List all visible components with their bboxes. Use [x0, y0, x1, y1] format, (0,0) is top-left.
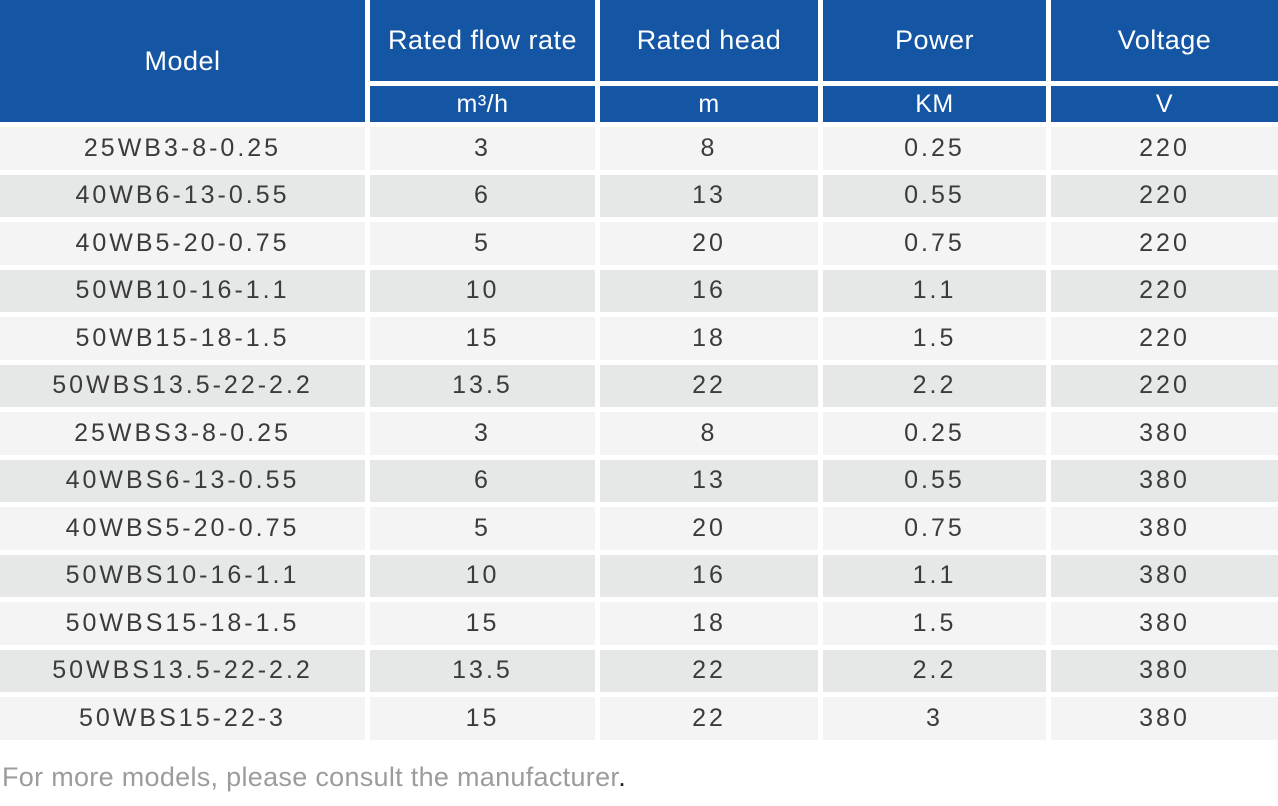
cell-power: 0.75 [823, 507, 1046, 550]
table-row: 40WBS5-20-0.75 5 20 0.75 380 [0, 507, 1278, 550]
table-row: 50WBS10-16-1.1 10 16 1.1 380 [0, 554, 1278, 597]
cell-flow: 15 [370, 602, 595, 645]
table-row: 40WB6-13-0.55 6 13 0.55 220 [0, 174, 1278, 217]
cell-power: 1.1 [823, 269, 1046, 312]
cell-model: 25WBS3-8-0.25 [0, 412, 365, 455]
cell-flow: 10 [370, 269, 595, 312]
pump-spec-table: Model Rated flow rate Rated head Power V… [0, 0, 1278, 740]
unit-voltage: V [1051, 86, 1278, 122]
cell-head: 13 [600, 174, 818, 217]
table-row: 50WBS13.5-22-2.2 13.5 22 2.2 220 [0, 364, 1278, 407]
cell-flow: 15 [370, 317, 595, 360]
cell-model: 50WBS13.5-22-2.2 [0, 649, 365, 692]
cell-model: 40WBS6-13-0.55 [0, 459, 365, 502]
cell-flow: 6 [370, 459, 595, 502]
cell-power: 1.1 [823, 554, 1046, 597]
cell-voltage: 380 [1051, 507, 1278, 550]
cell-power: 1.5 [823, 602, 1046, 645]
cell-flow: 13.5 [370, 364, 595, 407]
table-row: 50WB10-16-1.1 10 16 1.1 220 [0, 269, 1278, 312]
cell-flow: 3 [370, 127, 595, 170]
cell-power: 3 [823, 697, 1046, 740]
table-row: 50WBS13.5-22-2.2 13.5 22 2.2 380 [0, 649, 1278, 692]
cell-model: 25WB3-8-0.25 [0, 127, 365, 170]
footer-note-text: For more models, please consult the manu… [2, 761, 619, 792]
cell-head: 20 [600, 507, 818, 550]
table-header: Model Rated flow rate Rated head Power V… [0, 0, 1278, 122]
cell-power: 0.55 [823, 459, 1046, 502]
cell-flow: 5 [370, 507, 595, 550]
cell-model: 40WB5-20-0.75 [0, 222, 365, 265]
footer-note: For more models, please consult the manu… [0, 762, 1278, 793]
cell-model: 50WB10-16-1.1 [0, 269, 365, 312]
cell-power: 0.75 [823, 222, 1046, 265]
cell-power: 2.2 [823, 364, 1046, 407]
cell-flow: 5 [370, 222, 595, 265]
cell-model: 50WB15-18-1.5 [0, 317, 365, 360]
cell-power: 0.25 [823, 412, 1046, 455]
cell-power: 1.5 [823, 317, 1046, 360]
cell-head: 22 [600, 697, 818, 740]
cell-flow: 15 [370, 697, 595, 740]
cell-model: 50WBS10-16-1.1 [0, 554, 365, 597]
unit-flow-rate: m³/h [370, 86, 595, 122]
cell-voltage: 220 [1051, 364, 1278, 407]
cell-voltage: 380 [1051, 412, 1278, 455]
cell-model: 50WBS13.5-22-2.2 [0, 364, 365, 407]
cell-voltage: 380 [1051, 697, 1278, 740]
cell-voltage: 380 [1051, 649, 1278, 692]
pump-spec-table-wrap: Model Rated flow rate Rated head Power V… [0, 0, 1278, 740]
cell-head: 22 [600, 364, 818, 407]
cell-power: 2.2 [823, 649, 1046, 692]
table-row: 40WBS6-13-0.55 6 13 0.55 380 [0, 459, 1278, 502]
cell-voltage: 380 [1051, 554, 1278, 597]
footer-note-period: . [618, 761, 627, 792]
cell-voltage: 220 [1051, 269, 1278, 312]
cell-voltage: 220 [1051, 222, 1278, 265]
unit-head: m [600, 86, 818, 122]
cell-model: 50WBS15-22-3 [0, 697, 365, 740]
unit-power: KM [823, 86, 1046, 122]
col-header-power: Power [823, 0, 1046, 81]
cell-voltage: 220 [1051, 127, 1278, 170]
cell-head: 18 [600, 317, 818, 360]
cell-head: 13 [600, 459, 818, 502]
cell-flow: 6 [370, 174, 595, 217]
cell-head: 22 [600, 649, 818, 692]
cell-flow: 3 [370, 412, 595, 455]
cell-model: 40WB6-13-0.55 [0, 174, 365, 217]
cell-model: 40WBS5-20-0.75 [0, 507, 365, 550]
cell-head: 16 [600, 269, 818, 312]
cell-voltage: 380 [1051, 602, 1278, 645]
table-row: 50WBS15-18-1.5 15 18 1.5 380 [0, 602, 1278, 645]
cell-power: 0.55 [823, 174, 1046, 217]
table-row: 25WB3-8-0.25 3 8 0.25 220 [0, 127, 1278, 170]
cell-head: 8 [600, 412, 818, 455]
cell-voltage: 220 [1051, 317, 1278, 360]
cell-flow: 13.5 [370, 649, 595, 692]
table-row: 40WB5-20-0.75 5 20 0.75 220 [0, 222, 1278, 265]
cell-head: 8 [600, 127, 818, 170]
col-header-model: Model [0, 0, 365, 122]
cell-head: 16 [600, 554, 818, 597]
col-header-rated-flow-rate: Rated flow rate [370, 0, 595, 81]
cell-voltage: 220 [1051, 174, 1278, 217]
cell-head: 20 [600, 222, 818, 265]
cell-voltage: 380 [1051, 459, 1278, 502]
table-body: 25WB3-8-0.25 3 8 0.25 220 40WB6-13-0.55 … [0, 127, 1278, 740]
cell-power: 0.25 [823, 127, 1046, 170]
cell-flow: 10 [370, 554, 595, 597]
col-header-voltage: Voltage [1051, 0, 1278, 81]
cell-head: 18 [600, 602, 818, 645]
table-row: 50WBS15-22-3 15 22 3 380 [0, 697, 1278, 740]
col-header-rated-head: Rated head [600, 0, 818, 81]
table-row: 50WB15-18-1.5 15 18 1.5 220 [0, 317, 1278, 360]
table-row: 25WBS3-8-0.25 3 8 0.25 380 [0, 412, 1278, 455]
cell-model: 50WBS15-18-1.5 [0, 602, 365, 645]
